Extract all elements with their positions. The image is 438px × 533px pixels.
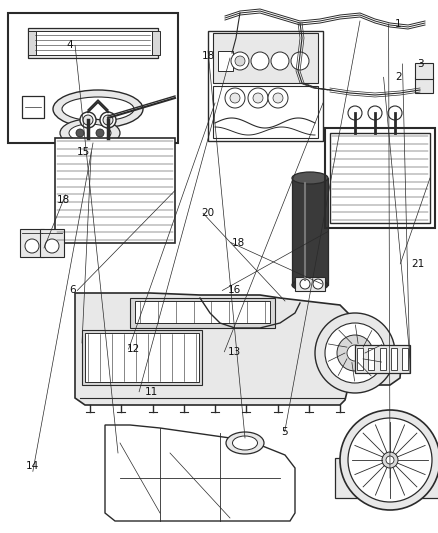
Bar	[213, 86, 318, 138]
Bar	[355, 345, 410, 373]
Bar	[213, 33, 318, 83]
Circle shape	[388, 106, 402, 120]
Bar	[22, 96, 44, 118]
Bar	[55, 138, 175, 243]
Circle shape	[76, 129, 84, 137]
Circle shape	[235, 56, 245, 66]
Text: 3: 3	[417, 59, 424, 69]
Circle shape	[325, 323, 385, 383]
Bar	[295, 277, 325, 291]
Circle shape	[347, 345, 363, 361]
Bar	[379, 348, 385, 370]
Circle shape	[225, 88, 245, 108]
Circle shape	[291, 52, 309, 70]
Bar	[368, 348, 374, 370]
Circle shape	[268, 88, 288, 108]
Polygon shape	[105, 425, 295, 521]
Circle shape	[315, 313, 395, 393]
Bar	[391, 348, 397, 370]
Bar	[335, 458, 438, 498]
Circle shape	[337, 335, 373, 371]
Bar	[325, 128, 435, 228]
Text: 2: 2	[395, 72, 402, 82]
Circle shape	[340, 410, 438, 510]
Bar	[218, 51, 233, 71]
Circle shape	[348, 106, 362, 120]
Circle shape	[300, 279, 310, 289]
Text: 5: 5	[281, 427, 288, 437]
Ellipse shape	[233, 436, 258, 450]
Bar	[208, 31, 323, 141]
Circle shape	[348, 418, 432, 502]
Circle shape	[386, 456, 394, 464]
Circle shape	[231, 52, 249, 70]
Bar	[402, 348, 408, 370]
Bar	[28, 31, 36, 55]
Circle shape	[100, 112, 116, 128]
Bar	[20, 229, 44, 257]
Text: 4: 4	[67, 41, 74, 50]
Text: 18: 18	[57, 195, 70, 205]
Bar	[130, 298, 275, 328]
Bar	[8, 13, 178, 143]
Text: 18: 18	[232, 238, 245, 247]
Text: 14: 14	[26, 462, 39, 471]
Circle shape	[271, 52, 289, 70]
Bar	[85, 333, 199, 382]
Bar	[330, 133, 430, 223]
Circle shape	[248, 88, 268, 108]
Bar	[292, 178, 328, 285]
Circle shape	[251, 52, 269, 70]
Ellipse shape	[69, 124, 111, 142]
Circle shape	[103, 115, 113, 125]
Text: 20: 20	[201, 208, 215, 218]
Text: 12: 12	[127, 344, 140, 354]
Circle shape	[313, 279, 323, 289]
Text: 18: 18	[201, 51, 215, 61]
Circle shape	[83, 115, 93, 125]
Bar	[357, 348, 363, 370]
Circle shape	[253, 93, 263, 103]
Circle shape	[230, 93, 240, 103]
Ellipse shape	[60, 119, 120, 147]
Circle shape	[368, 106, 382, 120]
Bar	[28, 28, 158, 58]
Polygon shape	[75, 293, 402, 405]
Text: 11: 11	[145, 387, 158, 397]
Bar	[82, 330, 202, 385]
Circle shape	[96, 129, 104, 137]
Ellipse shape	[292, 279, 328, 291]
Text: 21: 21	[412, 259, 425, 269]
Text: 13: 13	[228, 347, 241, 357]
Ellipse shape	[62, 97, 134, 121]
Circle shape	[45, 239, 59, 253]
Bar	[135, 301, 270, 323]
Bar	[40, 229, 64, 257]
Circle shape	[25, 239, 39, 253]
Ellipse shape	[226, 432, 264, 454]
Bar	[33, 31, 153, 55]
Text: 1: 1	[395, 19, 402, 29]
Text: 16: 16	[228, 286, 241, 295]
Bar	[415, 63, 433, 79]
Ellipse shape	[292, 172, 328, 184]
Bar	[152, 31, 160, 55]
Circle shape	[273, 93, 283, 103]
Text: 6: 6	[69, 286, 76, 295]
Ellipse shape	[53, 90, 143, 128]
Circle shape	[382, 452, 398, 468]
Bar	[415, 77, 433, 93]
Circle shape	[80, 112, 96, 128]
Text: 15: 15	[77, 147, 90, 157]
